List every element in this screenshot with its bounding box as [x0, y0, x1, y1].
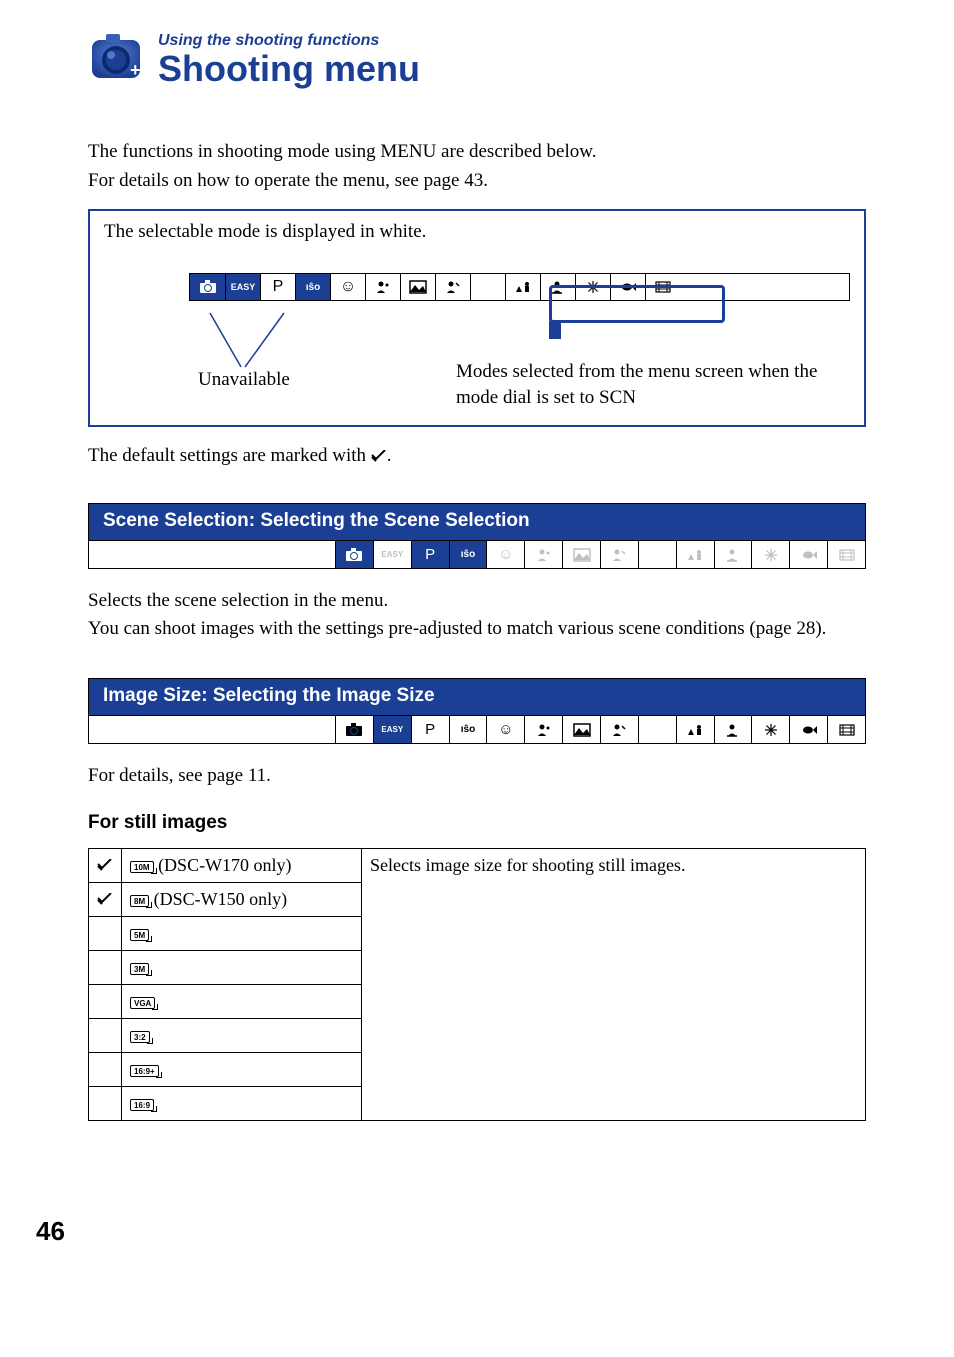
default-check-cell [89, 916, 122, 950]
size-option-cell: 8M (DSC-W150 only) [122, 882, 362, 916]
mode-icon-cell: ☺ [486, 716, 524, 743]
mode-cell [575, 274, 610, 300]
defaults-note: The default settings are marked with . [88, 445, 866, 467]
size-option-cell: 10M (DSC-W170 only) [122, 848, 362, 882]
size-icon: 16:9 [130, 1099, 154, 1111]
default-check-cell [89, 950, 122, 984]
scene-selection-mode-icons: EASYPıŝo☺ [89, 540, 865, 568]
image-size-title: Image Size: Selecting the Image Size [89, 679, 865, 715]
mode-cell [540, 274, 575, 300]
mode-icon-cell [714, 716, 752, 743]
mode-icon-cell [714, 541, 752, 568]
size-icon: 3:2 [130, 1031, 150, 1043]
mode-cell: ☺ [330, 274, 365, 300]
mode-icon-cell: ıŝo [449, 541, 487, 568]
mode-cell [435, 274, 470, 300]
scn-annotation: Modes selected from the menu screen when… [456, 359, 836, 410]
default-check-cell [89, 848, 122, 882]
mode-icon-cell: P [411, 716, 449, 743]
scene-selection-body: Selects the scene selection in the menu.… [88, 587, 866, 642]
svg-text:+: + [130, 60, 141, 80]
mode-cell [610, 274, 645, 300]
mode-icon-cell [638, 716, 676, 743]
size-icon: 10M [130, 861, 154, 873]
mode-icon-cell [827, 541, 865, 568]
mode-icon-cell [524, 716, 562, 743]
mode-icon-cell: ☺ [486, 541, 524, 568]
size-option-cell: 16:9+ [122, 1052, 362, 1086]
mode-icon-cell [600, 716, 638, 743]
size-option-cell: 16:9 [122, 1086, 362, 1120]
mode-cell [505, 274, 540, 300]
mode-icon-cell: EASY [373, 716, 411, 743]
default-check-cell [89, 882, 122, 916]
mode-icon-cell: EASY [373, 541, 411, 568]
page-title: Shooting menu [158, 48, 866, 90]
mode-icon-cell [789, 541, 827, 568]
mode-icon-cell [600, 541, 638, 568]
size-icon: 8M [130, 895, 149, 907]
check-default-icon [371, 445, 387, 457]
size-icon: 5M [130, 929, 149, 941]
size-description-cell: Selects image size for shooting still im… [362, 848, 866, 1120]
size-option-cell: 3:2 [122, 1018, 362, 1052]
size-option-cell: 5M [122, 916, 362, 950]
size-icon: 16:9+ [130, 1065, 159, 1077]
mode-cell: P [260, 274, 295, 300]
scene-selection-title: Scene Selection: Selecting the Scene Sel… [89, 504, 865, 540]
mode-icon-cell [676, 716, 714, 743]
mode-icon-cell [524, 541, 562, 568]
image-size-mode-icons: EASYPıŝo☺ [89, 715, 865, 743]
mode-icon-cell [335, 716, 373, 743]
mode-icon-cell [676, 541, 714, 568]
diagram-caption: The selectable mode is displayed in whit… [104, 221, 850, 243]
still-images-subheading: For still images [88, 812, 866, 834]
image-size-section-header: Image Size: Selecting the Image Size EAS… [88, 678, 866, 744]
mode-icon-cell [751, 541, 789, 568]
mode-icon-cell [562, 716, 600, 743]
mode-icon-cell: P [411, 541, 449, 568]
table-row: 10M (DSC-W170 only)Selects image size fo… [89, 848, 866, 882]
mode-strip: EASYPıŝo☺ [189, 273, 850, 301]
size-option-cell: 3M [122, 950, 362, 984]
intro-paragraph: The functions in shooting mode using MEN… [88, 138, 866, 195]
default-check-cell [89, 1052, 122, 1086]
mode-icon-cell [562, 541, 600, 568]
page-number: 46 [36, 1216, 65, 1247]
mode-icon-cell [751, 716, 789, 743]
mode-icon-cell [335, 541, 373, 568]
default-check-cell [89, 984, 122, 1018]
mode-cell [645, 274, 680, 300]
size-icon: 3M [130, 963, 149, 975]
mode-cell [400, 274, 435, 300]
image-size-body: For details, see page 11. [88, 762, 866, 790]
mode-icon-cell [827, 716, 865, 743]
mode-icon-cell [789, 716, 827, 743]
mode-diagram: The selectable mode is displayed in whit… [88, 209, 866, 427]
camera-logo-icon: + [88, 28, 144, 84]
default-check-cell [89, 1018, 122, 1052]
mode-cell [470, 274, 505, 300]
mode-icon-cell: ıŝo [449, 716, 487, 743]
mode-icon-cell [638, 541, 676, 568]
mode-cell [190, 274, 225, 300]
image-size-table: 10M (DSC-W170 only)Selects image size fo… [88, 848, 866, 1121]
unavailable-label: Unavailable [198, 369, 290, 391]
size-icon: VGA [130, 997, 155, 1009]
mode-cell: ıŝo [295, 274, 330, 300]
default-check-cell [89, 1086, 122, 1120]
scene-selection-section-header: Scene Selection: Selecting the Scene Sel… [88, 503, 866, 569]
size-option-cell: VGA [122, 984, 362, 1018]
mode-cell: EASY [225, 274, 260, 300]
mode-cell [365, 274, 400, 300]
